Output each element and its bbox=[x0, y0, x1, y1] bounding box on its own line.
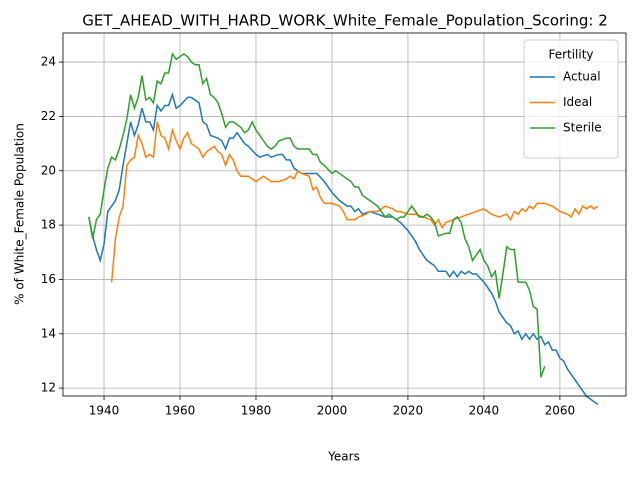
x-tick-label: 2000 bbox=[317, 404, 348, 418]
x-tick-label: 1980 bbox=[241, 404, 272, 418]
y-tick-label: 18 bbox=[41, 218, 56, 232]
legend-label: Ideal bbox=[563, 95, 592, 109]
x-tick-label: 2020 bbox=[393, 404, 424, 418]
x-tick-label: 1940 bbox=[89, 404, 120, 418]
data-line bbox=[110, 121, 599, 283]
legend-label: Sterile bbox=[563, 121, 602, 135]
legend-title: Fertility bbox=[548, 48, 593, 62]
data-line bbox=[88, 92, 599, 406]
y-tick-label: 16 bbox=[41, 272, 56, 286]
x-tick-label: 1960 bbox=[165, 404, 196, 418]
y-tick-label: 14 bbox=[41, 326, 56, 340]
x-tick-label: 2040 bbox=[469, 404, 500, 418]
x-tick-label: 2060 bbox=[545, 404, 576, 418]
data-line bbox=[88, 52, 546, 378]
y-tick-label: 12 bbox=[41, 381, 56, 395]
chart-title: GET_AHEAD_WITH_HARD_WORK_White_Female_Po… bbox=[82, 12, 608, 31]
y-axis-label: % of White_Female Population bbox=[13, 123, 27, 305]
y-tick-label: 20 bbox=[41, 163, 56, 177]
y-tick-label: 24 bbox=[41, 55, 56, 69]
x-axis-label: Years bbox=[327, 450, 360, 464]
y-tick-label: 22 bbox=[41, 109, 56, 123]
plot-frame bbox=[62, 32, 627, 397]
legend-label: Actual bbox=[563, 70, 601, 84]
